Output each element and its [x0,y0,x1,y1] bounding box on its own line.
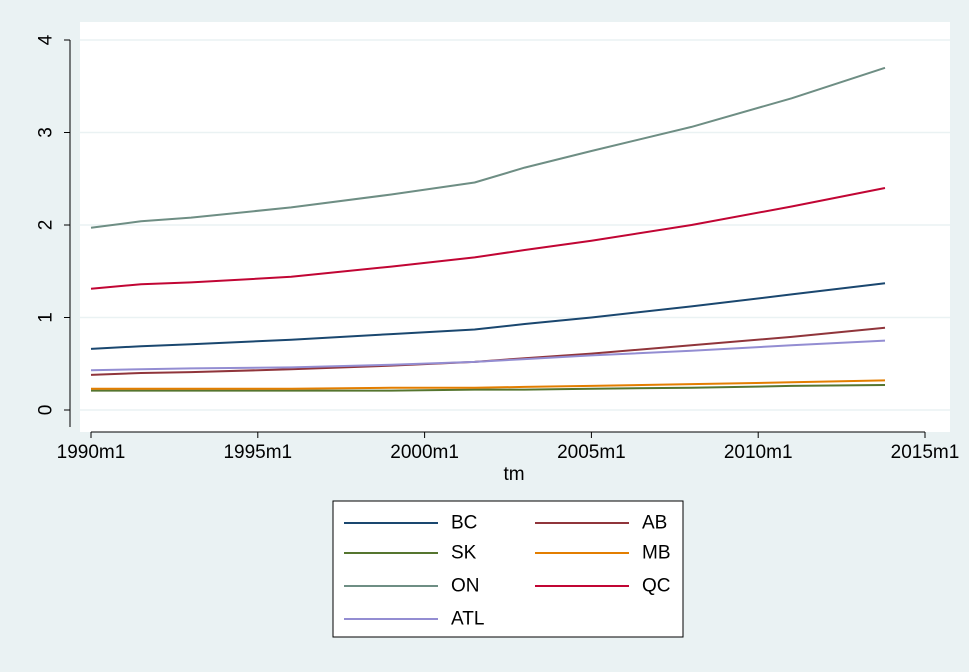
y-tick-label: 3 [36,127,57,138]
legend-box [332,500,684,638]
axes: 0 1 2 3 4 1990m1 1995m1 2000m1 2005m1 2010m1 2015m… [36,34,960,463]
x-axis-title: tm [503,464,524,485]
series-line-sk [91,384,886,392]
y-tick-label: 0 [36,405,57,416]
x-tick-label: 1995m1 [223,442,292,463]
series-line-bc [90,282,886,350]
plot-background [80,22,950,432]
series-line-qc [90,187,886,290]
x-tick-label: 2010m1 [724,442,793,463]
x-tick-label: 1990m1 [57,442,126,463]
legend-label-qc: QC [642,576,671,597]
legend-label-mb: MB [642,543,671,564]
legend-label-ab: AB [642,513,667,534]
legend-label-on: ON [451,576,480,597]
series-line-on [90,66,886,229]
legend-label-sk: SK [451,543,477,564]
grid-lines [80,39,950,411]
x-tick-label: 2000m1 [390,442,459,463]
legend-label-atl: ATL [451,609,484,630]
y-tick-label: 4 [36,34,57,45]
series-lines [90,66,886,392]
y-tick-label: 1 [36,312,57,323]
series-line-atl [90,339,886,372]
x-tick-label: 2005m1 [557,442,626,463]
y-tick-label: 2 [36,220,57,231]
x-tick-label: 2015m1 [891,442,960,463]
series-line-mb [91,379,886,390]
legend-label-bc: BC [451,513,477,534]
legend: BC AB SK MB ON QC ATL [332,500,684,638]
